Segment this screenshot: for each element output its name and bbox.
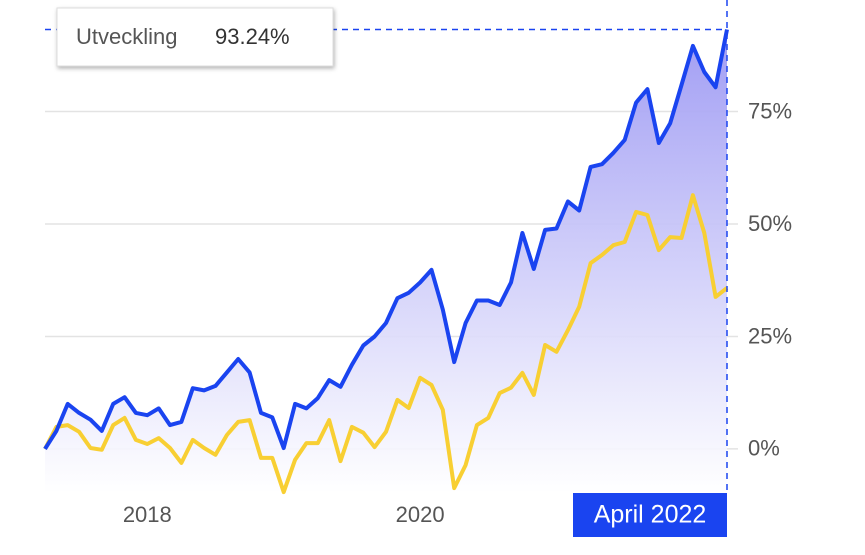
y-tick-label: 0%	[748, 436, 780, 461]
line	[43, 193, 729, 495]
line	[43, 29, 729, 450]
tooltip-value: 93.24%	[215, 24, 290, 49]
tooltip-label: Utveckling	[76, 24, 177, 49]
x-tick-label: 2020	[396, 502, 445, 527]
highlight-x-label: April 2022	[594, 501, 707, 529]
plot	[43, 29, 729, 495]
y-tick-label: 25%	[748, 323, 792, 348]
area	[45, 29, 727, 493]
y-tick-label: 75%	[748, 98, 792, 123]
overlay: 2018 2020 April 2022 Utveckling 93.24%	[45, 0, 728, 537]
x-tick-label: 2018	[123, 502, 172, 527]
highlight-label-box	[573, 493, 727, 537]
y-tick-label: 50%	[748, 211, 792, 236]
tooltip-box	[56, 7, 334, 67]
